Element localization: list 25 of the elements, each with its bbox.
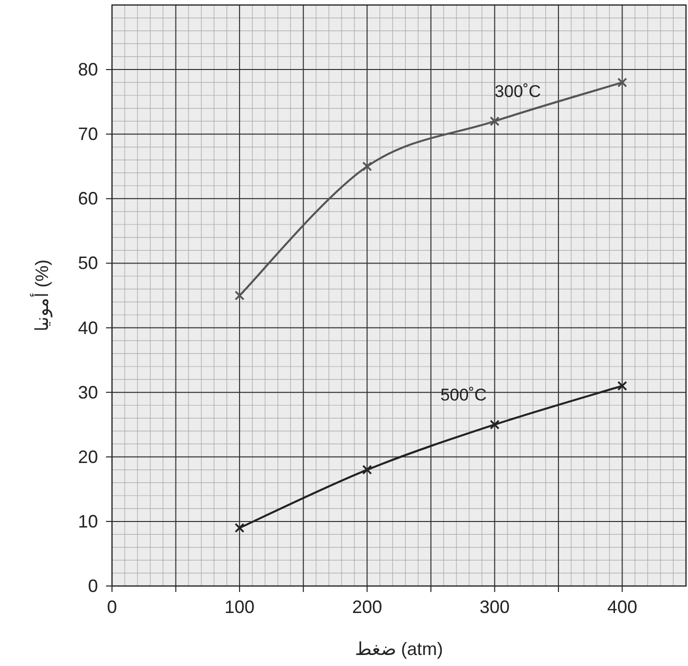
x-tick-label: 400 bbox=[607, 597, 638, 617]
y-tick-label: 10 bbox=[78, 511, 98, 532]
y-tick-label: 30 bbox=[78, 382, 98, 402]
point bbox=[490, 420, 500, 430]
series-label: 300˚C bbox=[494, 82, 541, 102]
point bbox=[617, 380, 628, 391]
y-tick-label: 60 bbox=[78, 188, 98, 209]
y-tick-label: 50 bbox=[78, 253, 98, 274]
x-tick-label: 300 bbox=[480, 597, 510, 617]
y-tick-label: 40 bbox=[78, 318, 98, 338]
y-tick-label: 70 bbox=[78, 124, 98, 144]
x-tick-label: 100 bbox=[224, 597, 255, 617]
point bbox=[234, 290, 244, 300]
point bbox=[234, 523, 244, 533]
x-tick-label: 200 bbox=[352, 597, 382, 617]
point bbox=[362, 161, 372, 172]
y-tick-label: 0 bbox=[88, 576, 98, 596]
x-axis-title: ضغط (atm) bbox=[355, 639, 443, 659]
point bbox=[362, 464, 372, 475]
point bbox=[490, 116, 500, 126]
y-tick-label: 80 bbox=[78, 60, 98, 80]
y-tick-label: 20 bbox=[78, 446, 98, 467]
y-axis-title: أمونيا (%) bbox=[30, 260, 53, 332]
x-tick-label: 0 bbox=[106, 597, 118, 617]
point bbox=[617, 78, 628, 88]
